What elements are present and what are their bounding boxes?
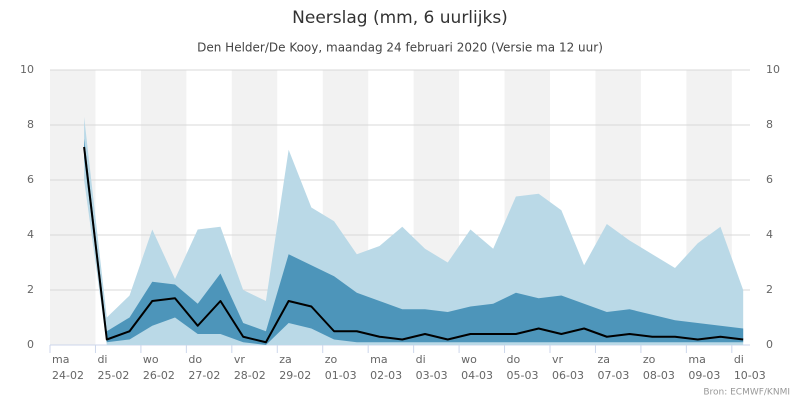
y-tick-label: 6	[27, 173, 34, 186]
y-tick-label: 10	[20, 63, 34, 76]
x-tick-date: 26-02	[143, 369, 175, 382]
y2-tick-label: 10	[766, 63, 780, 76]
x-tick-label: vr	[552, 353, 564, 366]
x-tick-date: 02-03	[370, 369, 402, 382]
x-tick-label: di	[734, 353, 744, 366]
x-tick-label: ma	[688, 353, 705, 366]
x-tick-label: zo	[325, 353, 338, 366]
x-tick-label: zo	[643, 353, 656, 366]
x-tick-label: di	[416, 353, 426, 366]
chart-title: Neerslag (mm, 6 uurlijks)	[292, 8, 508, 28]
x-tick-date: 03-03	[416, 369, 448, 382]
x-tick-date: 01-03	[325, 369, 357, 382]
x-tick-date: 05-03	[507, 369, 539, 382]
x-tick-label: do	[188, 353, 202, 366]
y2-tick-label: 4	[766, 228, 773, 241]
x-tick-label: ma	[52, 353, 69, 366]
x-tick-date: 28-02	[234, 369, 266, 382]
x-tick-date: 25-02	[97, 369, 129, 382]
x-tick-label: ma	[370, 353, 387, 366]
x-tick-label: za	[279, 353, 292, 366]
y-tick-label: 0	[27, 338, 34, 351]
x-tick-date: 10-03	[734, 369, 766, 382]
day-band	[50, 70, 96, 345]
x-tick-label: wo	[461, 353, 477, 366]
x-tick-label: di	[97, 353, 107, 366]
x-tick-date: 04-03	[461, 369, 493, 382]
chart-subtitle: Den Helder/De Kooy, maandag 24 februari …	[197, 41, 603, 55]
credit: Bron: ECMWF/KNMI	[703, 388, 790, 398]
x-tick-label: wo	[143, 353, 159, 366]
x-tick-date: 29-02	[279, 369, 311, 382]
x-tick-date: 07-03	[597, 369, 629, 382]
x-tick-date: 08-03	[643, 369, 675, 382]
x-tick-date: 06-03	[552, 369, 584, 382]
x-tick-label: za	[597, 353, 610, 366]
median-line	[83, 146, 744, 344]
y2-tick-label: 6	[766, 173, 773, 186]
y2-tick-label: 0	[766, 338, 773, 351]
x-tick-label: vr	[234, 353, 246, 366]
y2-tick-label: 8	[766, 118, 773, 131]
x-tick-date: 24-02	[52, 369, 84, 382]
y-tick-label: 4	[27, 228, 34, 241]
x-tick-label: do	[507, 353, 521, 366]
y-tick-label: 2	[27, 283, 34, 296]
band	[84, 138, 744, 345]
y-tick-label: 8	[27, 118, 34, 131]
x-tick-date: 27-02	[188, 369, 220, 382]
x-tick-date: 09-03	[688, 369, 720, 382]
band	[84, 116, 744, 345]
y2-tick-label: 2	[766, 283, 773, 296]
